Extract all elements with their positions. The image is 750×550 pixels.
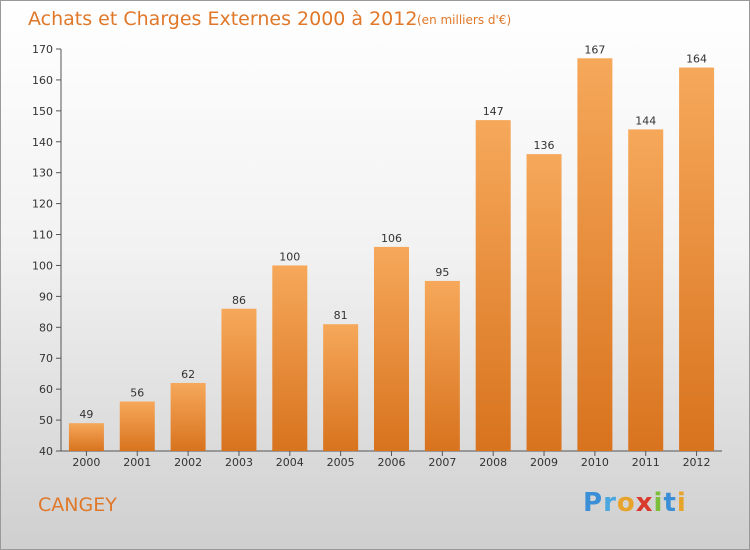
value-label-2006: 106 [381, 232, 402, 245]
value-label-2011: 144 [635, 114, 656, 127]
x-tick-label: 2006 [378, 456, 406, 469]
value-label-2001: 56 [130, 387, 144, 400]
value-label-2004: 100 [279, 250, 300, 263]
bar-2002 [170, 382, 206, 451]
value-label-2007: 95 [435, 266, 449, 279]
bar-2011 [628, 129, 664, 451]
x-tick-label: 2011 [632, 456, 660, 469]
x-tick-label: 2007 [428, 456, 456, 469]
y-tick-label: 170 [32, 43, 53, 56]
logo-letter: x [635, 488, 654, 518]
value-label-2009: 136 [534, 139, 555, 152]
y-tick-label: 150 [32, 105, 53, 118]
x-tick-label: 2009 [530, 456, 558, 469]
logo-letter: i [653, 488, 664, 518]
y-tick-label: 110 [32, 229, 53, 242]
bar-2008 [475, 120, 511, 451]
x-tick-label: 2010 [581, 456, 609, 469]
x-tick-label: 2008 [479, 456, 507, 469]
bar-2012 [679, 67, 715, 452]
x-tick-label: 2002 [174, 456, 202, 469]
logo-letter: t [663, 488, 677, 518]
x-tick-label: 2000 [72, 456, 100, 469]
x-tick-label: 2003 [225, 456, 253, 469]
value-label-2000: 49 [79, 408, 93, 421]
bar-2007 [424, 280, 460, 451]
x-tick-label: 2001 [123, 456, 151, 469]
value-label-2008: 147 [483, 105, 504, 118]
value-label-2003: 86 [232, 294, 246, 307]
y-tick-label: 120 [32, 198, 53, 211]
value-label-2010: 167 [584, 43, 605, 56]
bar-2001 [119, 401, 155, 451]
y-tick-label: 100 [32, 259, 53, 272]
bar-2004 [272, 265, 308, 451]
proxiti-logo: Proxiti [583, 488, 687, 518]
town-name: CANGEY [38, 494, 117, 516]
bar-2010 [577, 58, 613, 452]
y-tick-label: 80 [39, 321, 53, 334]
logo-letter: r [603, 488, 617, 518]
logo-letter: i [676, 488, 687, 518]
y-tick-label: 140 [32, 136, 53, 149]
y-tick-label: 70 [39, 352, 53, 365]
y-tick-label: 130 [32, 167, 53, 180]
value-label-2012: 164 [686, 53, 707, 66]
bar-2006 [374, 246, 409, 451]
logo-letter: P [583, 488, 604, 518]
y-tick-label: 60 [39, 383, 53, 396]
y-tick-label: 160 [32, 74, 53, 87]
bar-2000 [68, 423, 104, 451]
bar-2009 [526, 154, 562, 451]
value-label-2005: 81 [334, 309, 348, 322]
logo-letter: o [616, 488, 636, 518]
chart-title: Achats et Charges Externes 2000 à 2012 [28, 8, 418, 30]
bar-2003 [221, 308, 257, 451]
x-tick-label: 2012 [683, 456, 711, 469]
value-label-2002: 62 [181, 368, 195, 381]
y-tick-label: 40 [39, 445, 53, 458]
x-tick-label: 2004 [276, 456, 304, 469]
x-tick-label: 2005 [327, 456, 355, 469]
y-tick-label: 90 [39, 290, 53, 303]
chart-subtitle: (en milliers d'€) [417, 13, 512, 27]
bar-2005 [323, 324, 359, 451]
y-tick-label: 50 [39, 414, 53, 427]
